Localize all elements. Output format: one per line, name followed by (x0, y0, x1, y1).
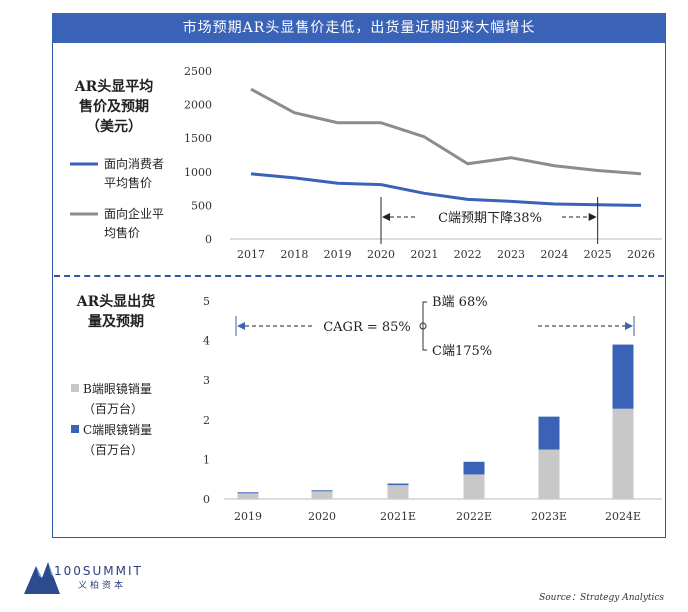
legend-label-line: B端眼镜销量 (83, 381, 152, 396)
bar-chart-title-line: AR头显出货 (76, 293, 156, 310)
y-tick-label: 2500 (184, 65, 212, 78)
cagr-text: CAGR = 85% (323, 320, 411, 335)
line-chart-title-line: （美元） (86, 118, 142, 135)
y-tick-label: 0 (203, 493, 210, 506)
x-tick-label: 2021 (410, 248, 438, 261)
bar-1 (237, 492, 259, 494)
legend-label-line: 均售价 (104, 225, 140, 240)
bar-1 (612, 344, 634, 409)
bar-0 (538, 449, 560, 499)
x-tick-label: 2017 (237, 248, 265, 261)
y-tick-label: 3 (203, 374, 210, 387)
x-tick-label: 2022 (454, 248, 482, 261)
cagr-arrowhead-right (625, 322, 633, 330)
bar-0 (237, 493, 259, 499)
bar-0 (387, 485, 409, 499)
section-divider (54, 275, 664, 277)
x-tick-label: 2024 (540, 248, 568, 261)
x-tick-label: 2018 (280, 248, 308, 261)
y-tick-label: 1 (203, 453, 210, 466)
bar-chart-title-line: 量及预期 (88, 314, 144, 330)
c-growth-text: C端175% (432, 344, 492, 359)
x-tick-label: 2021E (380, 510, 416, 523)
legend-swatch-0 (71, 384, 79, 392)
legend-label-line: （百万台） (83, 401, 143, 416)
y-tick-label: 4 (203, 335, 210, 348)
y-tick-label: 0 (205, 233, 212, 246)
y-tick-label: 2000 (184, 99, 212, 112)
line-chart-title-line: 售价及预期 (78, 98, 149, 115)
source-note: Source：Strategy Analytics (539, 593, 664, 603)
bar-1 (387, 483, 409, 486)
banner-title: 市场预期AR头显售价走低，出货量近期迎来大幅增长 (52, 13, 666, 43)
legend-label-line: 面向企业平 (104, 206, 164, 221)
legend-label-line: C端眼镜销量 (83, 422, 152, 437)
y-tick-label: 1500 (184, 132, 212, 145)
b-growth-text: B端 68% (432, 295, 488, 310)
x-tick-label: 2025 (584, 248, 612, 261)
cagr-arrowhead-left (237, 322, 245, 330)
y-tick-label: 1000 (184, 166, 212, 179)
bar-1 (463, 461, 485, 475)
series-line-1 (250, 87, 642, 176)
bar-1 (538, 416, 560, 450)
line-chart-title-line: AR头显平均 (74, 78, 154, 95)
x-tick-label: 2020 (308, 510, 336, 523)
line-annotation-text: C端预期下降38% (438, 211, 542, 226)
series-line-0 (250, 172, 642, 207)
y-tick-label: 2 (203, 414, 210, 427)
x-tick-label: 2019 (324, 248, 352, 261)
annotation-arrowhead-left (382, 213, 390, 221)
mountain-logo-icon (24, 562, 60, 594)
legend-label-line: 平均售价 (104, 175, 152, 190)
annotation-arrowhead-right (588, 213, 597, 221)
bar-0 (463, 474, 485, 499)
x-tick-label: 2019 (234, 510, 262, 523)
bar-0 (311, 491, 333, 499)
legend-label-line: （百万台） (83, 442, 143, 457)
x-tick-label: 2023 (497, 248, 525, 261)
x-tick-label: 2024E (605, 510, 641, 523)
x-tick-label: 2022E (456, 510, 492, 523)
x-tick-label: 2026 (627, 248, 655, 261)
bar-0 (612, 408, 634, 499)
cagr-split-bracket (422, 301, 427, 351)
logo-name: 100SUMMIT (54, 564, 143, 578)
bar-1 (311, 490, 333, 492)
legend-label-line: 面向消费者 (104, 156, 164, 171)
y-tick-label: 500 (191, 199, 212, 212)
x-tick-label: 2023E (531, 510, 567, 523)
x-tick-label: 2020 (367, 248, 395, 261)
legend-swatch-1 (71, 425, 79, 433)
y-tick-label: 5 (203, 295, 210, 308)
logo-sub: 义柏资本 (78, 581, 127, 591)
